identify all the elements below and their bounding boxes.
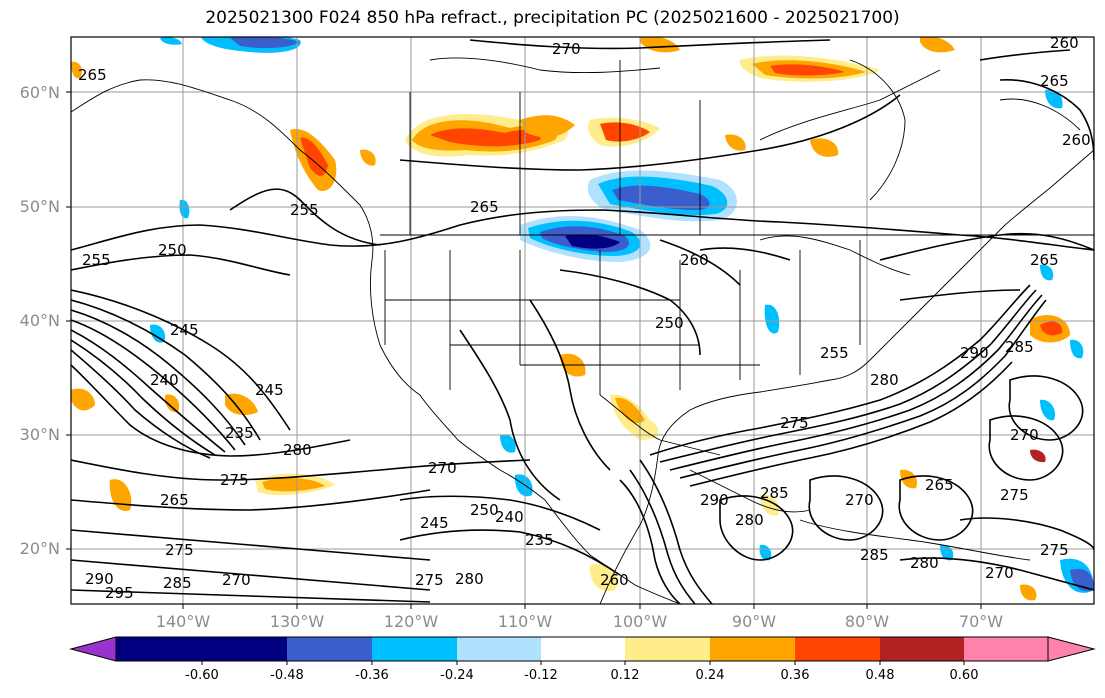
colorbar-segment xyxy=(541,637,625,661)
latitude-label: 40°N xyxy=(19,311,60,330)
latitude-label: 20°N xyxy=(19,539,60,558)
latitude-label: 30°N xyxy=(19,425,60,444)
contour-label: 265 xyxy=(470,198,499,216)
contour-label: 270 xyxy=(845,491,874,509)
latitude-label: 50°N xyxy=(19,197,60,216)
colorbar xyxy=(69,636,1096,665)
longitude-label: 140°W xyxy=(155,612,211,631)
contour-label: 260 xyxy=(680,251,709,269)
contour-label: 270 xyxy=(1010,426,1039,444)
longitude-label: 100°W xyxy=(612,612,668,631)
longitude-label: 90°W xyxy=(731,612,777,631)
colorbar-outline xyxy=(115,636,1049,662)
colorbar-tick-label: 0.36 xyxy=(780,668,810,683)
colorbar-tick-label: 0.48 xyxy=(865,668,895,683)
contour-label: 280 xyxy=(910,554,939,572)
contour-label: 275 xyxy=(415,571,444,589)
contour-label: 290 xyxy=(85,570,114,588)
longitude-label: 130°W xyxy=(269,612,325,631)
colorbar-segment xyxy=(116,637,202,661)
colorbar-segment xyxy=(457,637,541,661)
contour-label: 295 xyxy=(105,584,134,602)
contour-label: 265 xyxy=(925,476,954,494)
contour-label: 255 xyxy=(290,201,319,219)
contour-label: 270 xyxy=(222,571,251,589)
contour-label: 245 xyxy=(255,381,284,399)
contour-label: 275 xyxy=(1040,541,1069,559)
contour-label: 260 xyxy=(1062,131,1091,149)
colorbar-tick-label: -0.12 xyxy=(524,668,558,683)
contour-label: 250 xyxy=(655,314,684,332)
contour-label: 240 xyxy=(495,508,524,526)
colorbar-tick-label: -0.36 xyxy=(355,668,389,683)
contour-label: 275 xyxy=(165,541,194,559)
contour-label: 290 xyxy=(700,491,729,509)
contour-label: 245 xyxy=(420,514,449,532)
contour-label: 270 xyxy=(985,564,1014,582)
colorbar-tick-label: 0.60 xyxy=(949,668,979,683)
contour-label: 260 xyxy=(600,571,629,589)
refractivity-contours xyxy=(71,39,1094,604)
colorbar-tick-label: 0.24 xyxy=(695,668,725,683)
longitude-label: 80°W xyxy=(844,612,890,631)
contour-label: 240 xyxy=(150,371,179,389)
contour-label: 255 xyxy=(82,251,111,269)
colorbar-segment xyxy=(964,637,1048,661)
contour-label: 260 xyxy=(1050,34,1079,52)
colorbar-segment xyxy=(202,637,287,661)
contour-label: 290 xyxy=(960,344,989,362)
colorbar-segment xyxy=(372,637,457,661)
contour-label: 250 xyxy=(158,241,187,259)
contour-label: 275 xyxy=(780,414,809,432)
colorbar-tick-label: -0.24 xyxy=(440,668,474,683)
contour-label: 285 xyxy=(760,484,789,502)
latitude-label: 60°N xyxy=(19,83,60,102)
contour-label: 280 xyxy=(870,371,899,389)
colorbar-segment xyxy=(710,637,795,661)
contour-label: 270 xyxy=(428,459,457,477)
contour-label: 280 xyxy=(283,441,312,459)
contour-label: 265 xyxy=(78,66,107,84)
contour-label: 250 xyxy=(470,501,499,519)
colorbar-tick-label: 0.12 xyxy=(610,668,640,683)
contour-label: 275 xyxy=(220,471,249,489)
axis-ticks xyxy=(66,91,982,609)
contour-label: 235 xyxy=(525,531,554,549)
contour-label: 285 xyxy=(860,546,889,564)
contour-label: 270 xyxy=(552,40,581,58)
contour-label: 285 xyxy=(163,574,192,592)
contour-label: 285 xyxy=(1005,338,1034,356)
longitude-label: 120°W xyxy=(383,612,439,631)
colorbar-segment xyxy=(880,637,964,661)
contour-label: 275 xyxy=(1000,486,1029,504)
contour-label: 265 xyxy=(160,491,189,509)
map-title: 2025021300 F024 850 hPa refract., precip… xyxy=(205,8,900,28)
colorbar-extend-high xyxy=(1047,636,1096,662)
contour-label: 245 xyxy=(170,321,199,339)
contour-label: 265 xyxy=(1030,251,1059,269)
colorbar-segment xyxy=(625,637,710,661)
longitude-label: 110°W xyxy=(497,612,553,631)
colorbar-segment xyxy=(287,637,372,661)
contour-label: 265 xyxy=(1040,72,1069,90)
contour-label: 280 xyxy=(455,570,484,588)
precipitation-shading xyxy=(71,37,1094,601)
longitude-label: 70°W xyxy=(958,612,1004,631)
contour-label: 235 xyxy=(225,424,254,442)
colorbar-tick-label: -0.60 xyxy=(185,668,219,683)
coastlines xyxy=(71,57,1094,604)
colorbar-extend-low xyxy=(69,636,117,662)
colorbar-segment xyxy=(795,637,880,661)
graticule xyxy=(71,37,1094,604)
colorbar-tick-label: -0.48 xyxy=(270,668,304,683)
contour-labels: 270 260 265 265 255 260 250 255 265 260 … xyxy=(78,34,1091,602)
contour-label: 280 xyxy=(735,511,764,529)
contour-label: 255 xyxy=(820,344,849,362)
